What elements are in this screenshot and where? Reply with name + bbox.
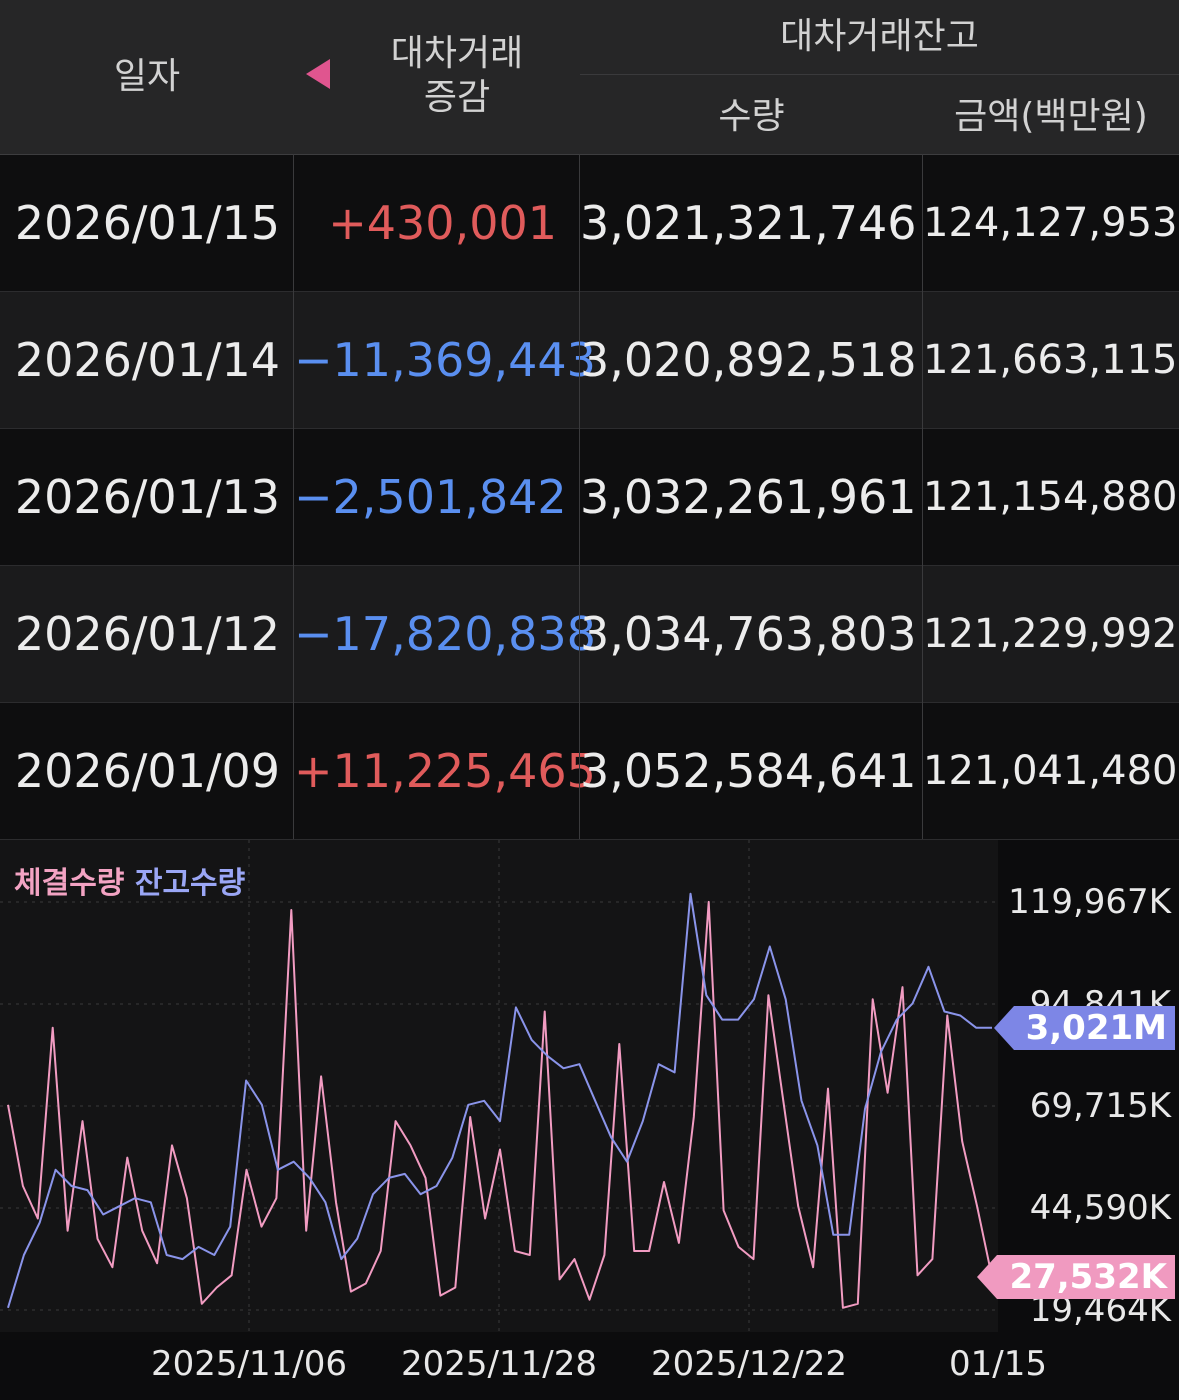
- row-date: 2026/01/14: [14, 333, 280, 387]
- header-change-line1: 대차거래: [390, 33, 524, 74]
- table-row[interactable]: 2026/01/12 −17,820,838 3,034,763,803 121…: [0, 566, 1179, 703]
- x-tick-label: 2025/12/22: [651, 1344, 847, 1384]
- sort-left-icon[interactable]: [306, 59, 330, 89]
- x-tick-label: 2025/11/28: [401, 1344, 597, 1384]
- chart-legend: 체결수량 잔고수량: [14, 858, 245, 902]
- header-amount: 금액(백만원): [954, 96, 1148, 137]
- table-row[interactable]: 2026/01/15 +430,001 3,021,321,746 124,12…: [0, 155, 1179, 292]
- row-amount: 121,041,480: [923, 748, 1178, 794]
- plot-svg: [0, 840, 998, 1332]
- table-body: 2026/01/15 +430,001 3,021,321,746 124,12…: [0, 155, 1179, 840]
- balance-series-line: [7, 892, 992, 1309]
- legend-balance: 잔고수량: [134, 866, 246, 901]
- row-date: 2026/01/12: [14, 607, 280, 661]
- row-date: 2026/01/15: [14, 196, 280, 250]
- row-change: +11,225,465: [294, 744, 596, 798]
- header-date[interactable]: 일자: [113, 56, 181, 97]
- row-change: +430,001: [328, 196, 557, 250]
- table-row[interactable]: 2026/01/14 −11,369,443 3,020,892,518 121…: [0, 292, 1179, 429]
- volume-chart[interactable]: 체결수량 잔고수량 119,967K 94,841K 69,715K 44,590K 1…: [0, 840, 1179, 1400]
- executed-last-value-tag: 27,532K: [977, 1255, 1175, 1300]
- x-tick-label: 2025/11/06: [151, 1344, 347, 1384]
- table-row[interactable]: 2026/01/09 +11,225,465 3,052,584,641 121…: [0, 703, 1179, 840]
- table-header: 일자 대차거래 증감 대차거래잔고 수량 금액(백만원): [0, 0, 1179, 155]
- header-change[interactable]: 대차거래 증감: [294, 32, 580, 120]
- row-amount: 124,127,953: [923, 200, 1178, 246]
- row-date: 2026/01/09: [14, 744, 280, 798]
- row-amount: 121,663,115: [923, 337, 1178, 383]
- column-divider: [922, 154, 923, 839]
- row-quantity: 3,052,584,641: [580, 744, 917, 798]
- header-balance: 대차거래잔고: [780, 16, 979, 57]
- balance-last-value-tag: 3,021M: [993, 1005, 1175, 1050]
- row-amount: 121,154,880: [923, 474, 1178, 520]
- row-quantity: 3,032,261,961: [580, 470, 917, 524]
- column-divider: [579, 154, 580, 839]
- row-quantity: 3,034,763,803: [580, 607, 917, 661]
- x-tick-label: 01/15: [949, 1344, 1047, 1384]
- executed-series-line: [7, 900, 993, 1309]
- legend-executed: 체결수량: [14, 866, 125, 901]
- row-date: 2026/01/13: [14, 470, 280, 524]
- header-change-line2: 증감: [423, 77, 491, 118]
- y-tick-label: 119,967K: [1008, 882, 1171, 922]
- row-quantity: 3,020,892,518: [580, 333, 917, 387]
- y-tick-label: 69,715K: [1029, 1086, 1171, 1126]
- y-tick-label: 44,590K: [1029, 1187, 1171, 1228]
- row-quantity: 3,021,321,746: [580, 196, 917, 250]
- table-row[interactable]: 2026/01/13 −2,501,842 3,032,261,961 121,…: [0, 429, 1179, 566]
- header-divider: [580, 74, 1179, 75]
- column-divider: [293, 154, 294, 839]
- header-quantity: 수량: [718, 96, 785, 137]
- lending-balance-table: 일자 대차거래 증감 대차거래잔고 수량 금액(백만원) 2026/01/15 …: [0, 0, 1179, 840]
- row-change: −2,501,842: [294, 470, 567, 524]
- row-change: −11,369,443: [294, 333, 596, 387]
- row-amount: 121,229,992: [923, 611, 1178, 657]
- row-change: −17,820,838: [294, 607, 596, 661]
